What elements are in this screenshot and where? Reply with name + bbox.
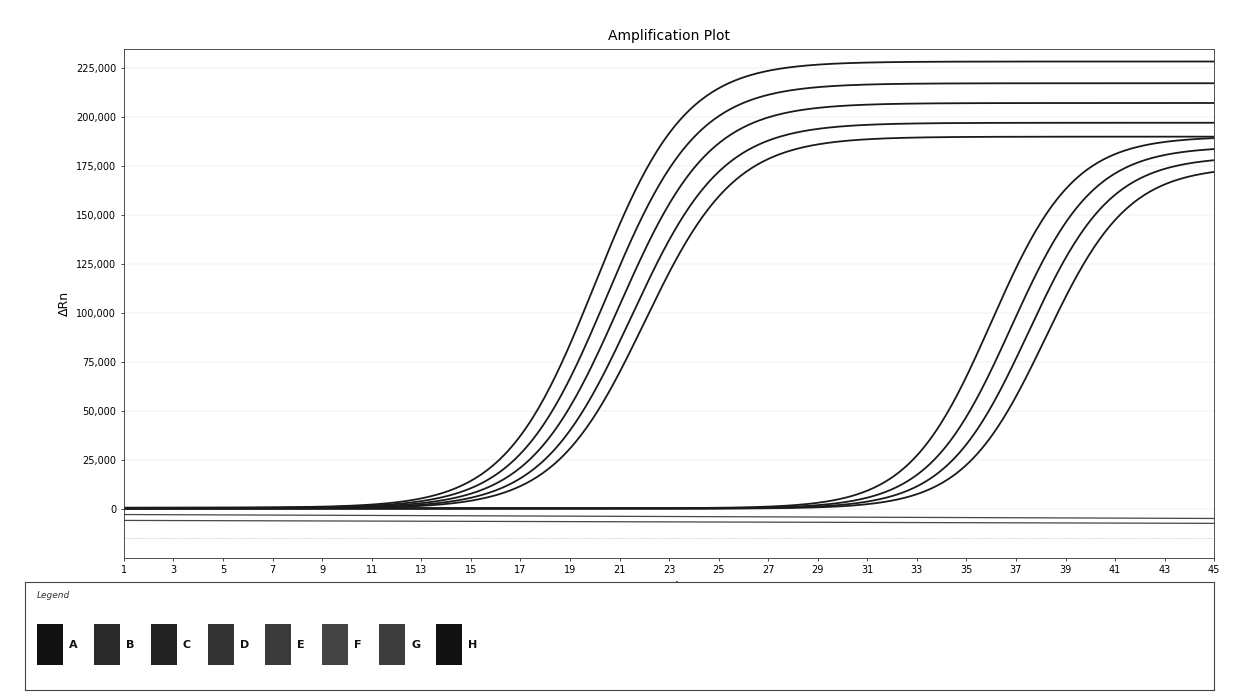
Text: Legend: Legend: [37, 590, 69, 599]
Title: Amplification Plot: Amplification Plot: [608, 29, 730, 43]
Bar: [379, 624, 405, 665]
Text: D: D: [240, 640, 249, 650]
Text: A: A: [69, 640, 77, 650]
Bar: [94, 624, 120, 665]
Bar: [151, 624, 177, 665]
Text: F: F: [354, 640, 362, 650]
Text: B: B: [126, 640, 134, 650]
Bar: [436, 624, 462, 665]
Bar: [322, 624, 348, 665]
Bar: [37, 624, 63, 665]
Text: G: G: [411, 640, 420, 650]
Bar: [265, 624, 291, 665]
Text: H: H: [468, 640, 478, 650]
Y-axis label: ΔRn: ΔRn: [57, 291, 71, 316]
Text: C: C: [183, 640, 191, 650]
Bar: [208, 624, 234, 665]
Text: E: E: [297, 640, 305, 650]
X-axis label: Cycle: Cycle: [652, 581, 686, 594]
